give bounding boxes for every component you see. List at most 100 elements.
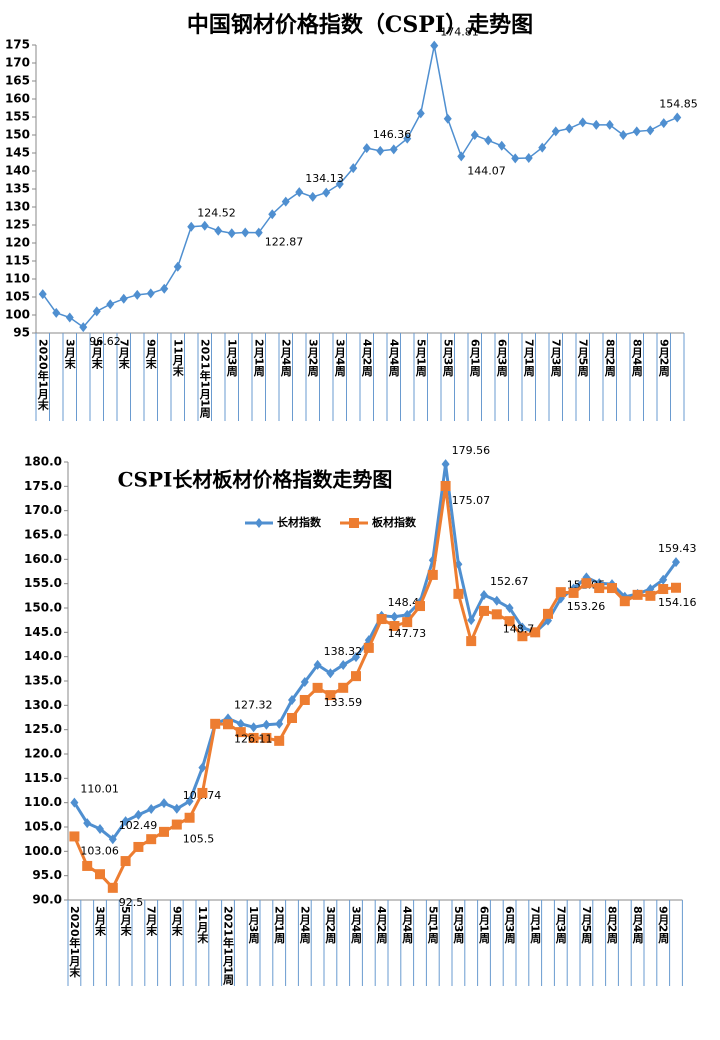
marker xyxy=(362,143,371,154)
marker xyxy=(121,816,130,827)
data-label: 148.7 xyxy=(503,622,535,635)
marker xyxy=(249,722,258,733)
marker xyxy=(185,796,194,807)
marker xyxy=(594,583,605,594)
x-tick-label: 2月1周 xyxy=(252,339,266,377)
marker xyxy=(351,671,361,682)
marker xyxy=(299,694,310,705)
y-tick-label: 160 xyxy=(5,92,30,106)
marker xyxy=(659,574,668,585)
y-tick-label: 100.0 xyxy=(24,844,62,858)
y-tick-label: 95 xyxy=(13,326,30,340)
data-label: 148.4 xyxy=(388,596,420,609)
marker xyxy=(187,221,196,232)
marker xyxy=(581,578,592,589)
x-tick-label: 6月1周 xyxy=(478,906,492,944)
series-line xyxy=(42,45,678,329)
marker xyxy=(248,732,259,743)
x-tick-label: 4月4周 xyxy=(401,906,415,944)
marker xyxy=(440,480,451,491)
y-tick-label: 165 xyxy=(5,74,30,88)
x-tick-label: 2020年1月末 xyxy=(68,906,82,978)
marker xyxy=(592,119,601,130)
marker xyxy=(133,841,144,852)
marker xyxy=(261,732,272,743)
marker xyxy=(497,140,506,151)
marker xyxy=(349,163,358,174)
marker xyxy=(427,569,438,580)
y-tick-label: 115.0 xyxy=(24,771,62,785)
marker xyxy=(352,652,360,663)
marker xyxy=(632,589,643,600)
marker xyxy=(467,615,476,626)
data-label: 122.87 xyxy=(265,236,304,249)
x-tick-label: 7月3周 xyxy=(549,339,563,377)
y-tick-label: 135.0 xyxy=(24,674,62,688)
marker xyxy=(658,584,669,595)
marker xyxy=(159,826,169,837)
data-label: 134.13 xyxy=(305,172,344,185)
x-tick-label: 5月末 xyxy=(90,339,104,369)
marker xyxy=(83,818,92,829)
x-tick-label: 9月2周 xyxy=(657,339,671,377)
marker xyxy=(479,605,489,616)
x-tick-label: 4月2周 xyxy=(375,906,389,944)
x-tick-label: 9月末 xyxy=(170,906,184,936)
x-tick-label: 7月1周 xyxy=(522,339,536,377)
marker xyxy=(389,144,398,155)
y-tick-label: 100 xyxy=(5,308,30,322)
x-tick-label: 3月2周 xyxy=(306,339,320,377)
marker xyxy=(134,809,143,820)
x-tick-label: 8月2周 xyxy=(603,339,617,377)
marker xyxy=(632,126,641,137)
marker xyxy=(505,603,514,613)
marker xyxy=(555,587,566,598)
y-tick-label: 135 xyxy=(5,182,30,196)
data-label: 146.36 xyxy=(373,128,412,141)
marker xyxy=(133,289,142,300)
legend-marker xyxy=(255,518,263,528)
y-tick-label: 170.0 xyxy=(24,503,62,517)
x-tick-label: 7月3周 xyxy=(554,906,568,944)
marker xyxy=(172,803,181,814)
marker xyxy=(517,631,528,642)
y-tick-label: 155 xyxy=(5,110,30,124)
marker xyxy=(565,123,574,134)
marker xyxy=(96,823,104,834)
marker xyxy=(551,126,560,137)
marker xyxy=(241,227,250,238)
y-tick-label: 105 xyxy=(5,290,30,304)
marker xyxy=(268,209,277,220)
marker xyxy=(200,220,209,231)
x-tick-label: 3月末 xyxy=(63,339,77,369)
marker xyxy=(518,622,527,633)
marker xyxy=(671,582,681,593)
y-tick-label: 140 xyxy=(5,164,30,178)
marker xyxy=(184,812,195,823)
marker xyxy=(236,718,245,729)
marker xyxy=(568,587,579,598)
marker xyxy=(312,682,323,693)
y-tick-label: 120 xyxy=(5,236,30,250)
y-tick-label: 140.0 xyxy=(24,649,62,663)
marker xyxy=(160,283,169,294)
marker xyxy=(108,834,117,845)
x-tick-label: 8月4周 xyxy=(630,339,644,377)
x-tick-label: 8月2周 xyxy=(606,906,620,944)
marker xyxy=(235,727,246,738)
data-label: 110.01 xyxy=(80,783,119,796)
data-label: 153.26 xyxy=(567,600,606,613)
data-label: 138.32 xyxy=(324,645,363,658)
x-tick-label: 4月2周 xyxy=(360,339,374,377)
data-label: 144.07 xyxy=(467,164,506,177)
marker xyxy=(38,289,47,300)
y-tick-label: 95.0 xyxy=(32,868,62,882)
chart-title: 中国钢材价格指数（CSPI）走势图 xyxy=(187,12,533,38)
marker xyxy=(65,312,74,323)
marker xyxy=(52,307,61,318)
marker xyxy=(441,459,450,470)
x-tick-label: 3月4周 xyxy=(333,339,347,377)
data-label: 92.5 xyxy=(119,896,144,909)
y-tick-label: 175 xyxy=(5,38,30,52)
x-tick-label: 7月末 xyxy=(117,339,131,369)
